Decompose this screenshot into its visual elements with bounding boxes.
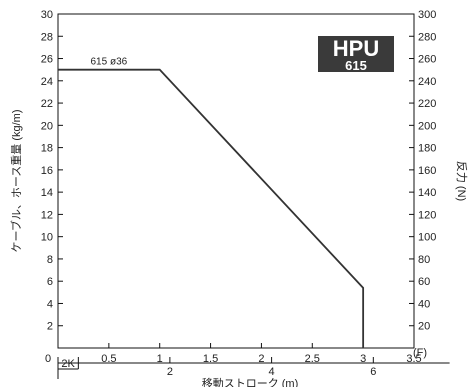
- y-right-tick-label: 120: [418, 209, 436, 221]
- x-tick-label: 2.5: [305, 353, 320, 365]
- x-tick-label: 0.5: [101, 353, 116, 365]
- y-left-tick-label: 10: [41, 232, 53, 244]
- y-left-tick-label: 18: [41, 143, 53, 155]
- y-right-label: 反力 (N): [455, 161, 468, 201]
- hpu-badge-bg: [318, 36, 394, 72]
- y-left-tick-label: 30: [41, 9, 53, 21]
- plot-frame: [57, 13, 415, 349]
- secondary-axis-tick-label: 6: [370, 366, 376, 378]
- y-left-tick-label: 8: [47, 254, 53, 266]
- x-tick-label: 0: [45, 353, 51, 365]
- y-right-tick-label: 180: [418, 143, 436, 155]
- series-label: 615 ø36: [91, 57, 128, 68]
- y-left-label: ケーブル、ホース重量 (kg/m): [9, 109, 23, 252]
- y-right-tick-label: 280: [418, 31, 436, 43]
- secondary-axis-tick-label: 2: [167, 366, 173, 378]
- y-left-tick-label: 24: [41, 76, 53, 88]
- x-tick-label: 1: [157, 353, 163, 365]
- y-right-tick-label: 20: [418, 321, 430, 333]
- x-tick-label: 3: [360, 353, 366, 365]
- y-right-tick-label: 220: [418, 98, 436, 110]
- y-right-tick-label: 300: [418, 9, 436, 21]
- y-left-tick-label: 12: [41, 209, 53, 221]
- secondary-axis-start-label: 2K: [61, 358, 75, 370]
- right-axis: 20 40 60 80 100 120 140 160 180 200 220 240 260 280 30…: [409, 9, 436, 333]
- y-right-tick-label: 140: [418, 187, 436, 199]
- y-right-tick-label: 80: [418, 254, 430, 266]
- y-left-tick-label: 6: [47, 276, 53, 288]
- y-right-tick-label: 160: [418, 165, 436, 177]
- x-tick-label: 1.5: [203, 353, 218, 365]
- x-unit-label: (F): [413, 347, 427, 359]
- y-left-tick-label: 26: [41, 54, 53, 66]
- y-right-tick-label: 240: [418, 76, 436, 88]
- series-layer: 615 ø36: [58, 57, 365, 348]
- y-left-tick-label: 28: [41, 31, 53, 43]
- y-right-tick-label: 40: [418, 298, 430, 310]
- y-right-tick-label: 100: [418, 232, 436, 244]
- x-tick-label: 3.5: [406, 353, 421, 365]
- y-right-tick-label: 200: [418, 120, 436, 132]
- hpu-badge-line1: HPU: [333, 36, 379, 61]
- y-left-tick-label: 16: [41, 165, 53, 177]
- x-tick-label: 2: [258, 353, 264, 365]
- y-right-tick-label: 260: [418, 54, 436, 66]
- hpu-badge-line2: 615: [345, 58, 367, 73]
- y-left-tick-label: 2: [47, 321, 53, 333]
- y-left-tick-label: 14: [41, 187, 53, 199]
- y-right-tick-label: 60: [418, 276, 430, 288]
- secondary-axis-tick-label: 4: [269, 366, 275, 378]
- secondary-axis: 2K 2 4 6: [57, 357, 450, 379]
- hpu-badge: HPU 615: [318, 36, 394, 73]
- series-line: [58, 68, 365, 348]
- x-axis: 0 0.5 1 1.5 2 2.5 3 3.5: [45, 343, 422, 365]
- y-left-tick-label: 20: [41, 120, 53, 132]
- y-left-tick-label: 4: [47, 298, 53, 310]
- y-left-tick-label: 22: [41, 98, 53, 110]
- x-secondary-label: 移動ストローク (m): [202, 376, 299, 387]
